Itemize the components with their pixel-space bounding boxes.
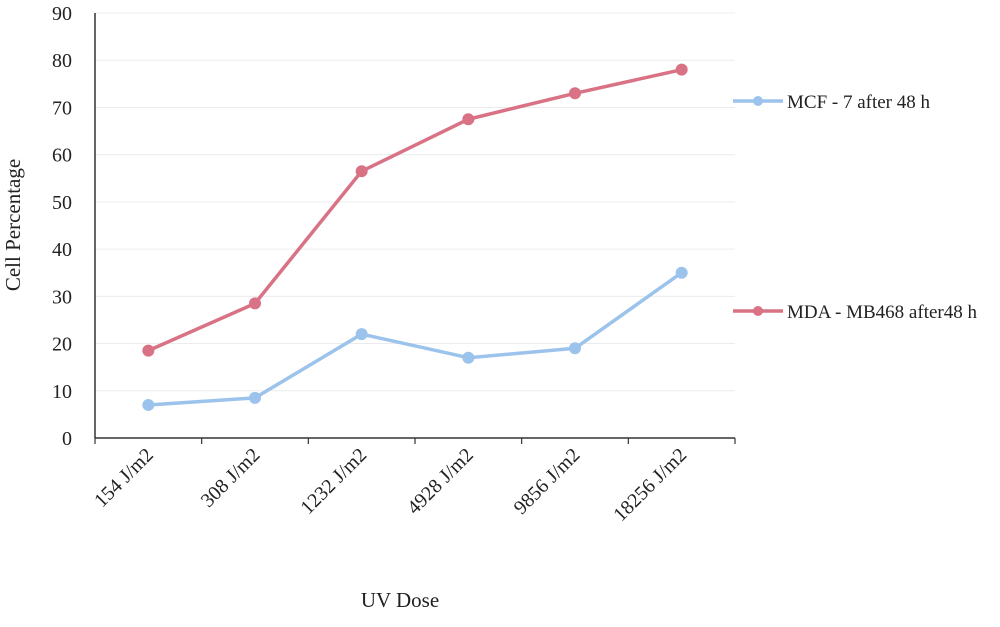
x-tick-label: 154 J/m2 xyxy=(90,444,158,512)
y-tick-label: 0 xyxy=(62,428,72,450)
legend-label-1: MCF - 7 after 48 h xyxy=(787,92,931,113)
legend: MCF - 7 after 48 h MDA - MB468 after48 h xyxy=(733,92,977,323)
legend-marker-2 xyxy=(753,306,763,316)
series-1-point xyxy=(462,351,475,364)
x-axis-title: UV Dose xyxy=(361,588,439,612)
y-tick-label: 90 xyxy=(52,3,72,25)
y-tick-label: 20 xyxy=(52,334,72,356)
series-1-point xyxy=(355,328,368,341)
x-tick-label: 18256 J/m2 xyxy=(609,444,691,526)
series-1-point xyxy=(142,398,155,411)
series-line-1 xyxy=(146,270,684,407)
series-2-point xyxy=(249,297,261,310)
x-tick-label: 4928 J/m2 xyxy=(403,444,478,519)
y-tick-label: 70 xyxy=(52,97,72,119)
series-2-point xyxy=(569,87,581,100)
series-2-point xyxy=(675,63,688,76)
series-2-point xyxy=(462,113,475,126)
legend-label-2: MDA - MB468 after48 h xyxy=(787,302,977,323)
series-2-point xyxy=(142,344,155,357)
gridlines xyxy=(95,12,735,392)
y-tick-label: 30 xyxy=(52,286,72,308)
y-tick-label: 10 xyxy=(52,381,72,403)
y-tick-label: 80 xyxy=(52,50,72,72)
x-tick-labels: 154 J/m2 308 J/m2 1232 J/m2 4928 J/m2 9856 J… xyxy=(90,444,691,526)
series-1-point xyxy=(249,391,261,404)
y-tick-label: 50 xyxy=(52,192,72,214)
series-lines xyxy=(142,63,688,411)
series-2-point xyxy=(355,165,368,178)
series-line-2 xyxy=(146,67,684,353)
series-1-point xyxy=(675,266,688,279)
legend-marker-1 xyxy=(753,96,763,106)
y-tick-label: 60 xyxy=(52,145,72,167)
x-tick-label: 1232 J/m2 xyxy=(296,444,371,519)
y-axis-title: Cell Percentage xyxy=(1,159,25,291)
axes xyxy=(94,13,736,444)
x-tick-label: 308 J/m2 xyxy=(197,444,265,512)
series-1-point xyxy=(569,342,581,355)
y-tick-label: 40 xyxy=(52,239,72,261)
y-tick-labels: 0 10 20 30 40 50 60 70 80 90 xyxy=(52,3,72,450)
x-tick-label: 9856 J/m2 xyxy=(510,444,585,519)
